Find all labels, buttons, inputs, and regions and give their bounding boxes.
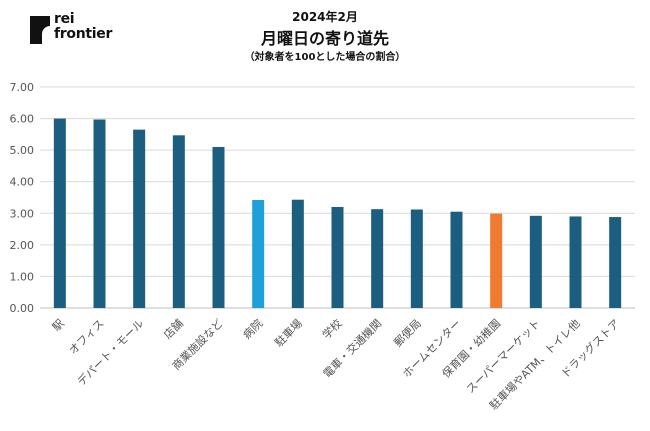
x-tick-label: 学校 <box>319 316 344 341</box>
rei-frontier-logo-icon <box>30 16 50 44</box>
bar <box>450 211 463 308</box>
y-tick-label: 4.00 <box>10 176 35 189</box>
x-tick-label: 病院 <box>240 316 265 341</box>
chart-title: 月曜日の寄り道先 <box>260 29 389 48</box>
x-tick-label: 駅 <box>50 317 67 334</box>
chart-note: （対象者を100とした場合の割合） <box>244 52 406 63</box>
bar <box>93 119 106 308</box>
bar <box>53 118 66 308</box>
brand-name: rei frontier <box>54 12 112 42</box>
y-axis: 0.00 1.00 2.00 3.00 4.00 5.00 6.00 7.00 <box>10 81 35 315</box>
brand-name-line1: rei <box>54 11 75 27</box>
bar <box>529 215 542 308</box>
y-tick-label: 0.00 <box>10 302 35 315</box>
bar <box>252 200 265 308</box>
y-tick-label: 1.00 <box>10 270 35 283</box>
x-axis: 駅オフィスデパート・モール 店舗商業施設など 病院 駐車場 学校電車・交通機関 郵便局ホー… <box>50 316 622 412</box>
y-tick-label: 5.00 <box>10 144 35 157</box>
bar <box>291 199 304 308</box>
y-tick-label: 7.00 <box>10 81 35 94</box>
chart-period: 2024年2月 <box>292 10 358 24</box>
bar <box>371 209 384 308</box>
y-tick-label: 3.00 <box>10 207 35 220</box>
y-tick-label: 2.00 <box>10 239 35 252</box>
x-tick-label: オフィス <box>66 317 106 357</box>
x-tick-label: 駐車場 <box>272 316 305 349</box>
x-tick-label: 店舗 <box>160 316 185 341</box>
brand-name-line2: frontier <box>54 26 113 42</box>
bar <box>569 216 582 308</box>
bar <box>172 135 185 308</box>
bar <box>490 213 503 308</box>
x-tick-label: スーパーマーケット <box>464 317 543 396</box>
bar <box>133 129 146 308</box>
bar <box>331 206 344 308</box>
bar <box>212 146 225 308</box>
x-tick-label: 郵便局 <box>391 317 424 350</box>
bar <box>410 209 423 308</box>
x-tick-label: デパート・モール <box>74 316 146 388</box>
bar <box>609 217 622 308</box>
bars <box>53 118 622 308</box>
y-tick-label: 6.00 <box>10 113 35 126</box>
